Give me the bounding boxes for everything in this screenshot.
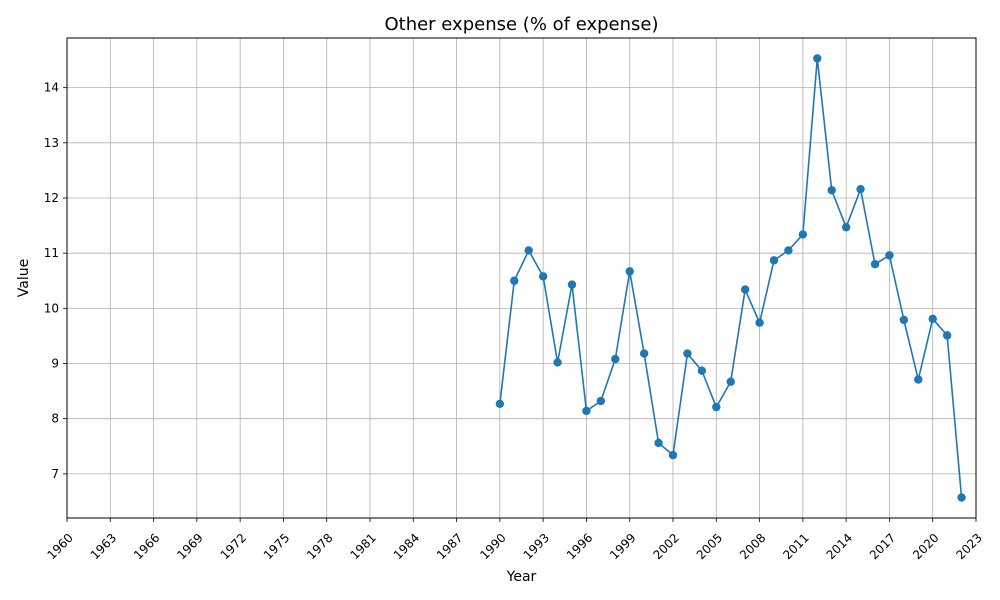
data-point: [538, 272, 548, 281]
data-point: [596, 396, 606, 406]
data-point: [654, 438, 663, 448]
data-point: [914, 375, 923, 384]
data-point: [813, 54, 822, 63]
y-tick-label: 7: [51, 467, 59, 481]
data-point: [928, 314, 937, 324]
data-point: [899, 315, 909, 325]
x-axis-label: Year: [506, 569, 537, 585]
data-point: [553, 358, 562, 367]
data-point: [769, 256, 779, 265]
data-point: [740, 285, 750, 294]
data-point: [639, 349, 649, 358]
data-point: [611, 354, 620, 364]
y-axis-ticks: 7 8 9 10 11 12 13 14: [44, 81, 67, 481]
data-point: [798, 230, 808, 239]
data-point: [885, 251, 894, 260]
y-tick-label: 11: [44, 246, 59, 260]
y-tick-label: 8: [51, 412, 59, 426]
y-tick-label: 13: [44, 136, 59, 150]
y-tick-label: 10: [44, 301, 59, 315]
chart-title: Other expense (% of expense): [384, 14, 658, 35]
data-point: [668, 450, 678, 460]
data-point: [942, 331, 952, 340]
data-point: [841, 223, 851, 232]
data-point: [712, 402, 721, 412]
data-point: [957, 493, 966, 502]
data-point: [625, 267, 634, 276]
data-point: [683, 349, 692, 358]
data-point: [827, 186, 836, 195]
y-tick-label: 14: [44, 81, 59, 95]
plot-frame: [66, 37, 977, 519]
y-tick-label: 12: [44, 191, 59, 205]
data-point: [510, 276, 519, 285]
y-tick-label: 9: [51, 357, 59, 371]
data-point: [524, 246, 533, 255]
data-point: [784, 246, 793, 255]
series-line: [495, 54, 966, 502]
y-axis-label: Value: [16, 259, 32, 297]
data-point: [856, 184, 865, 194]
data-point: [582, 406, 591, 416]
data-point: [567, 280, 577, 289]
data-point: [755, 318, 764, 327]
data-point: [726, 377, 735, 386]
data-point: [697, 366, 707, 375]
data-point: [870, 260, 880, 269]
data-point: [495, 399, 505, 408]
